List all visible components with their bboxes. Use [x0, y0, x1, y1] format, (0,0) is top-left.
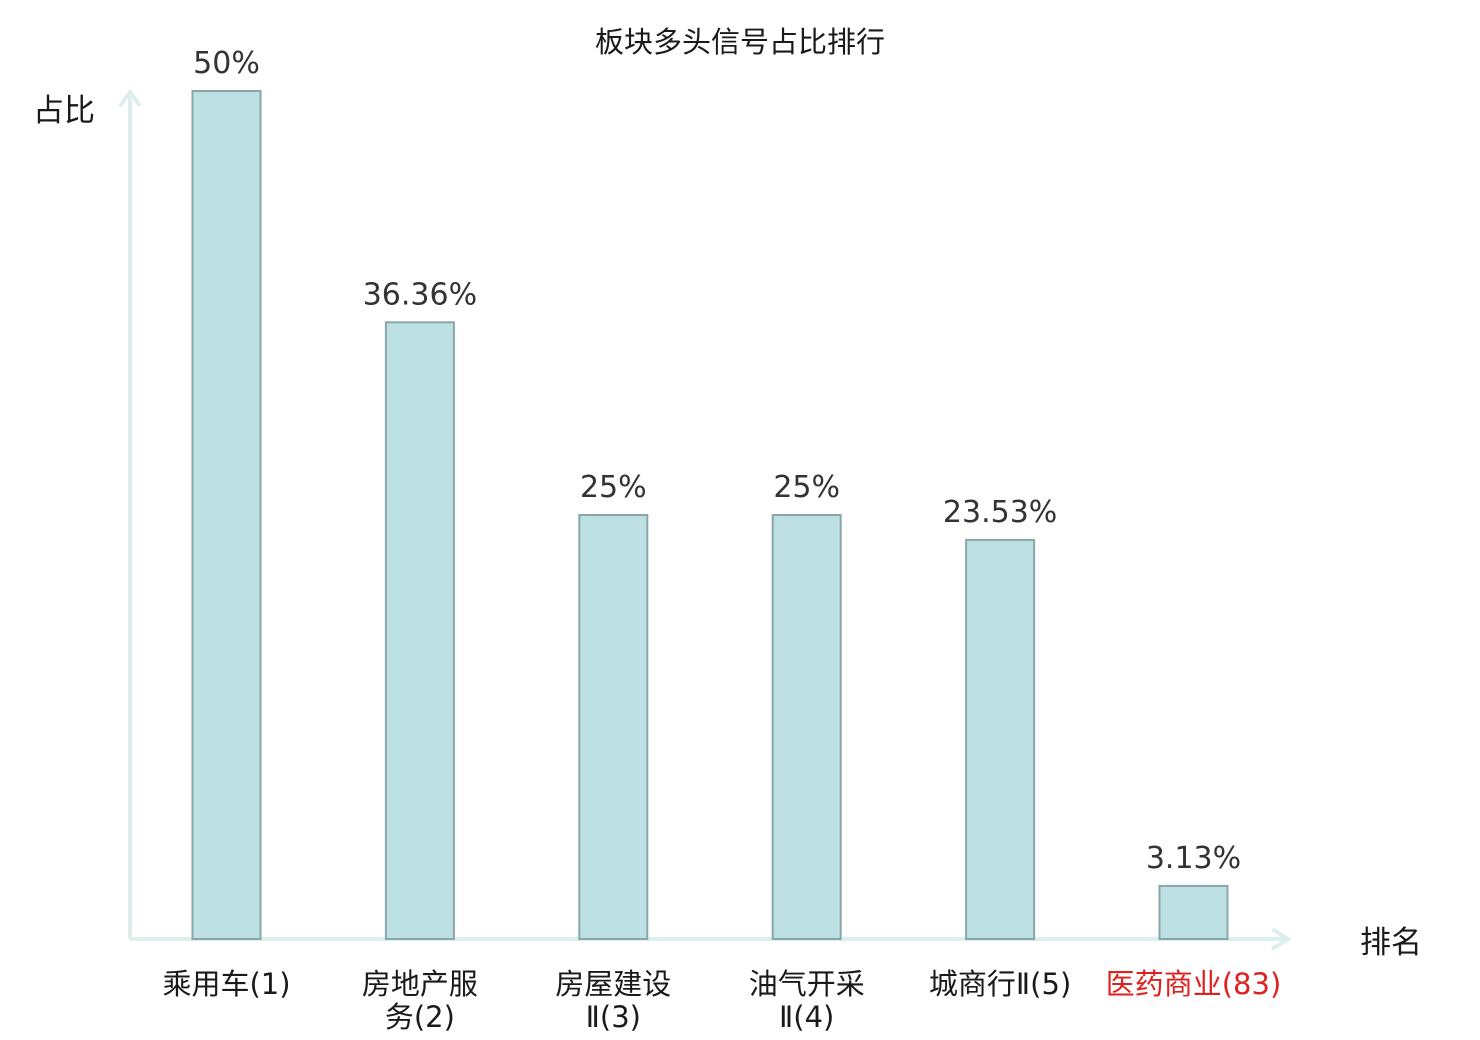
category-label-2-line-2: 务(2) [385, 1000, 455, 1034]
value-label-1: 50% [193, 46, 260, 81]
x-axis-label: 排名 [1360, 925, 1422, 961]
value-label-5: 23.53% [943, 495, 1057, 530]
category-label-3-line-2: Ⅱ(3) [586, 1000, 641, 1034]
bar-6 [1158, 884, 1229, 941]
x-axis [130, 927, 1292, 951]
chart-title: 板块多头信号占比排行 [595, 25, 885, 59]
category-label-3-line-1: 房屋建设 [555, 967, 671, 1001]
value-label-3: 25% [580, 470, 647, 505]
bar-5 [965, 538, 1036, 940]
y-axis [118, 88, 142, 939]
bar-3 [578, 514, 649, 940]
category-label-4-line-1: 油气开采 [749, 967, 865, 1001]
category-label-1: 乘用车(1) [162, 967, 290, 1001]
category-label-5: 城商行Ⅱ(5) [929, 967, 1071, 1001]
y-axis-label: 占比 [33, 93, 95, 129]
value-label-6: 3.13% [1146, 841, 1241, 876]
category-label-4-line-2: Ⅱ(4) [779, 1000, 834, 1034]
value-labels-group: 50% 36.36% 25% 25% 23.53% 3.13% [193, 46, 1241, 876]
value-label-4: 25% [773, 470, 840, 505]
value-label-2: 36.36% [363, 277, 477, 312]
bar-1 [191, 90, 262, 940]
bars-group [191, 90, 1229, 941]
bar-2 [384, 321, 455, 940]
category-label-6: 医药商业(83) [1106, 967, 1282, 1001]
bar-4 [771, 514, 842, 940]
category-label-2-line-1: 房地产服 [362, 967, 478, 1001]
